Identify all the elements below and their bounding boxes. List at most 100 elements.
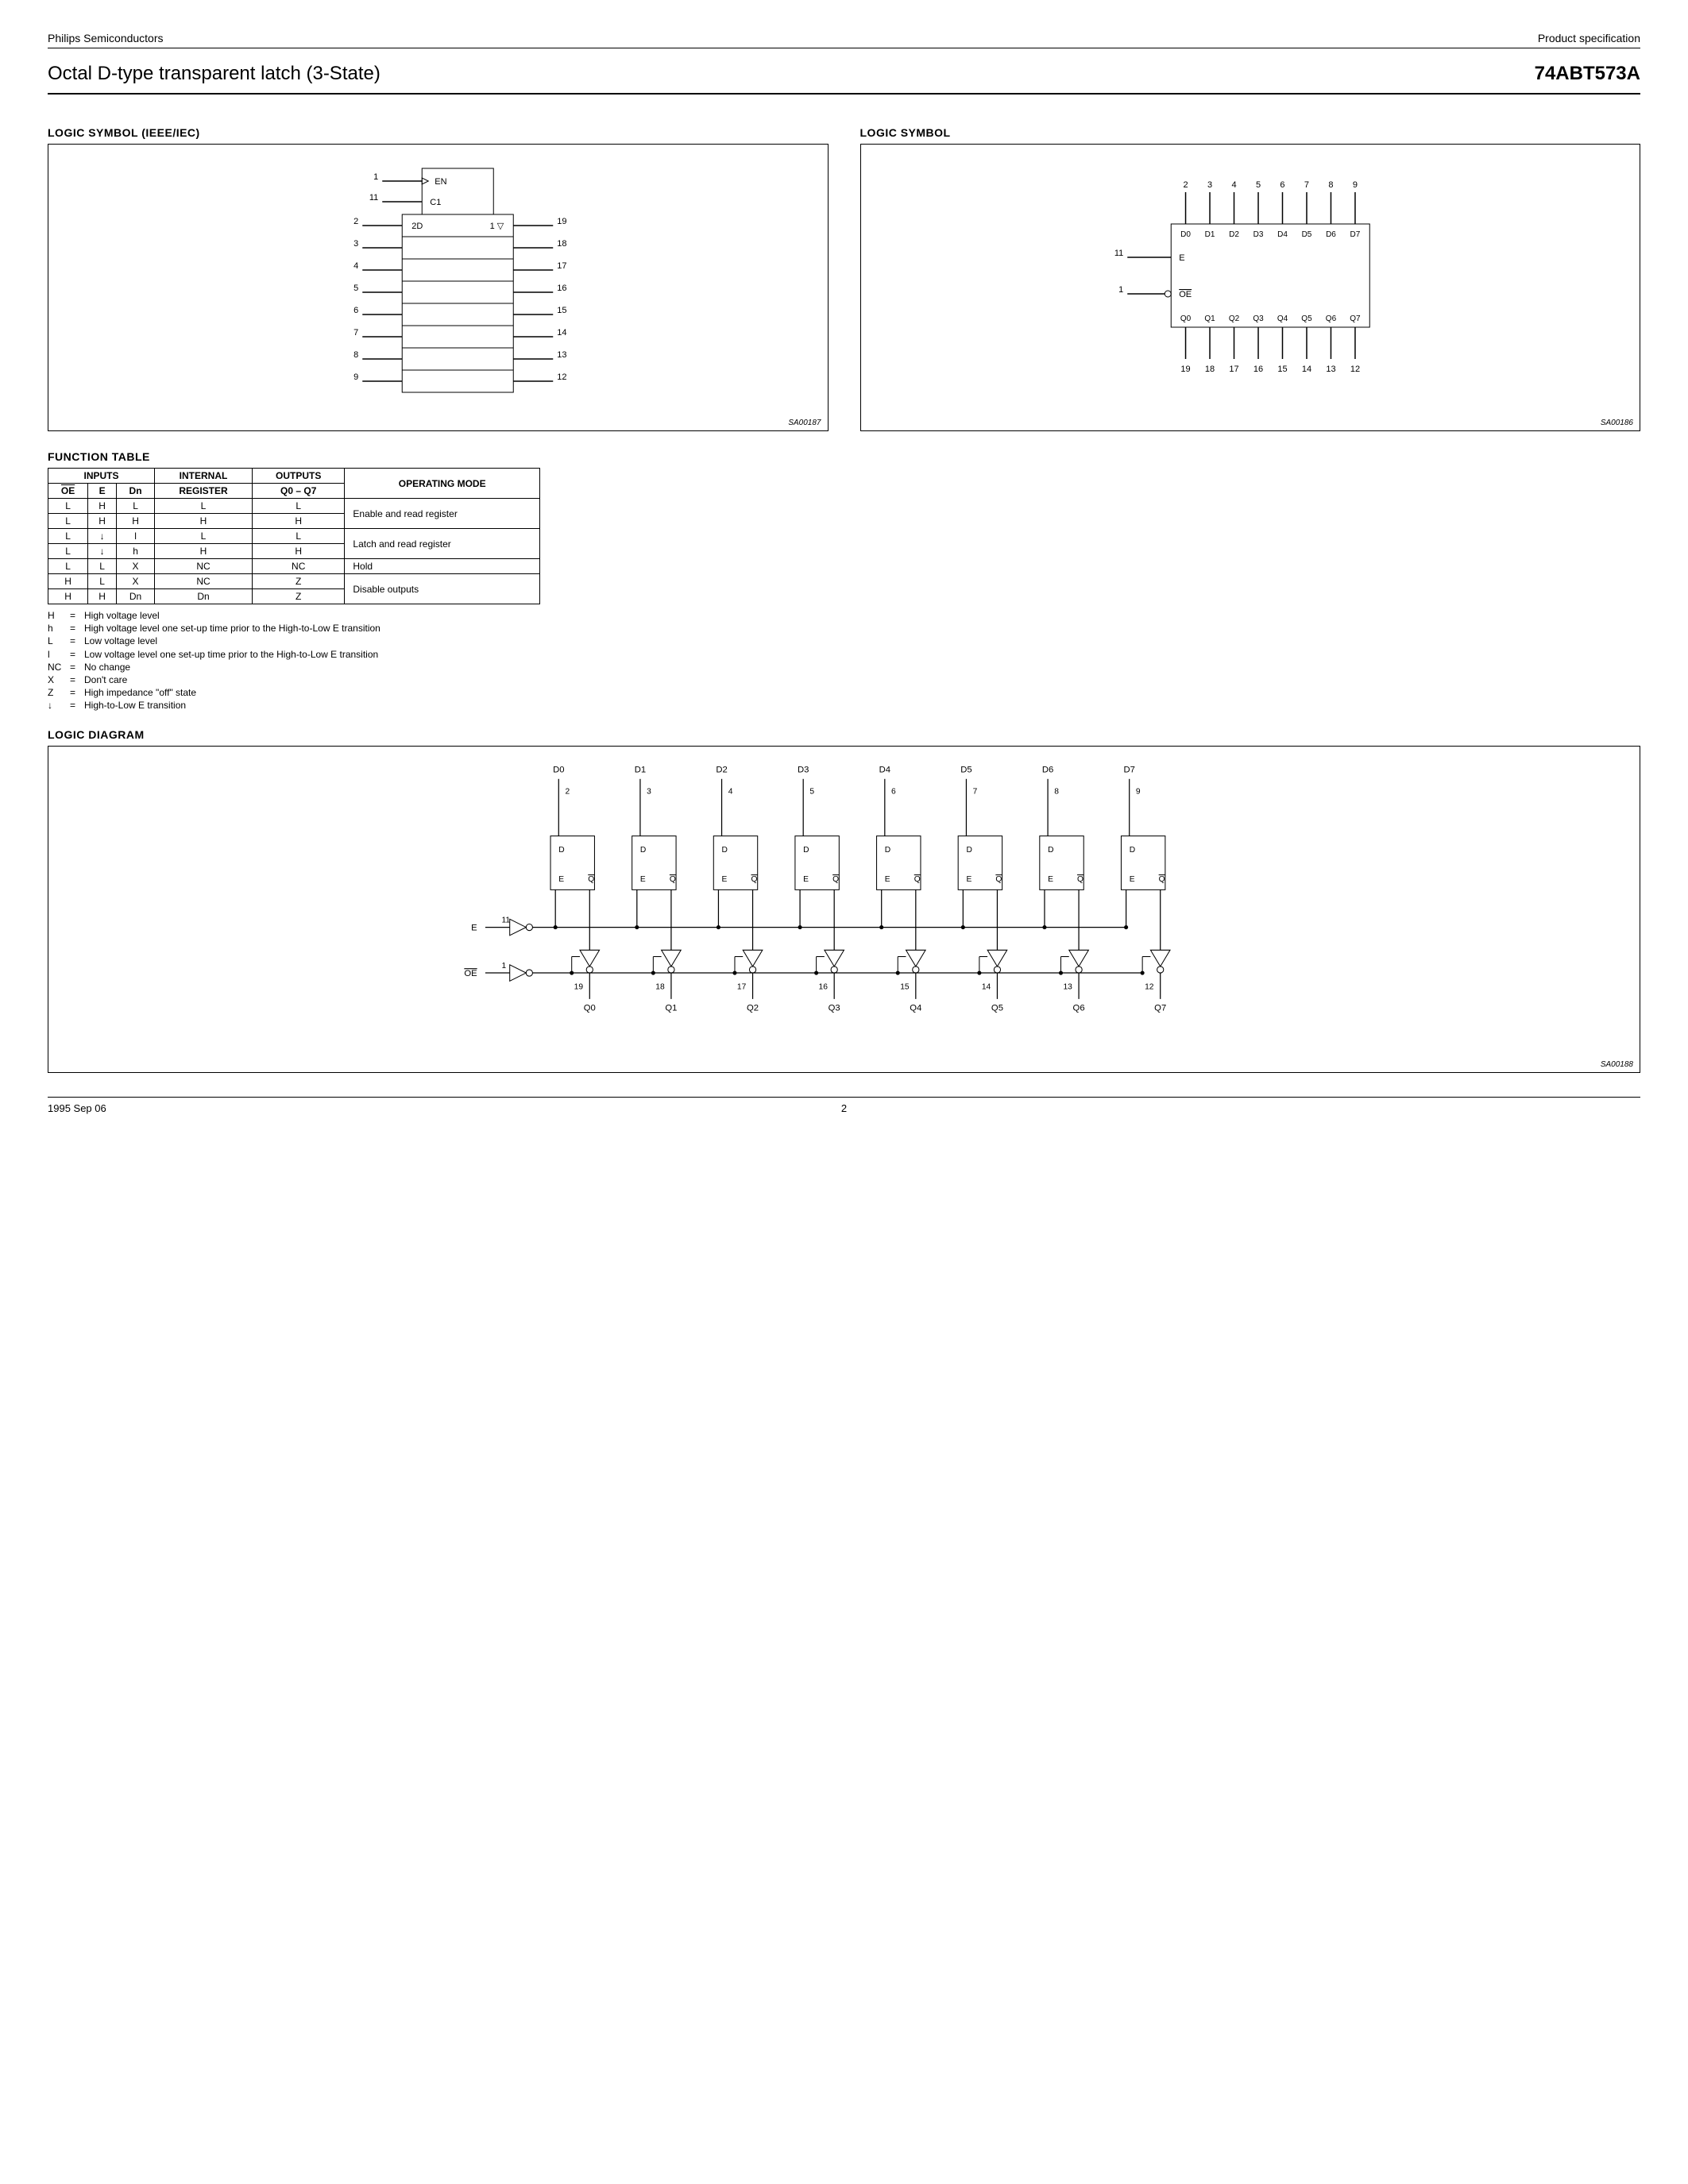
svg-text:Q7: Q7 [1350, 314, 1361, 323]
svg-text:19: 19 [1180, 365, 1190, 374]
svg-text:EN: EN [435, 177, 446, 187]
svg-text:3: 3 [1207, 180, 1211, 190]
svg-text:16: 16 [557, 284, 566, 293]
logic-diagram-box: D02DEQ19Q0D13DEQ18Q1D24DEQ17Q2D35DEQ16Q3… [48, 746, 1640, 1073]
svg-text:17: 17 [557, 261, 566, 271]
svg-text:D1: D1 [1204, 230, 1215, 239]
logic-diagram-svg: D02DEQ19Q0D13DEQ18Q1D24DEQ17Q2D35DEQ16Q3… [56, 754, 1632, 1064]
svg-text:D2: D2 [716, 765, 727, 774]
function-table: INPUTSINTERNALOUTPUTSOPERATING MODEOEEDn… [48, 468, 540, 604]
logic-diag-code: SA00188 [1601, 1060, 1633, 1069]
footer-page: 2 [841, 1102, 847, 1114]
svg-text:13: 13 [1063, 982, 1072, 991]
svg-text:11: 11 [369, 193, 378, 203]
svg-text:E: E [885, 875, 890, 884]
svg-text:8: 8 [1054, 787, 1059, 796]
logic-sym-code: SA00186 [1601, 419, 1633, 427]
svg-text:14: 14 [1301, 365, 1311, 374]
svg-text:6: 6 [891, 787, 896, 796]
svg-text:E: E [966, 875, 971, 884]
svg-text:Q4: Q4 [1277, 314, 1288, 323]
svg-text:D5: D5 [1301, 230, 1311, 239]
svg-text:D: D [803, 846, 809, 855]
svg-text:Q4: Q4 [910, 1003, 921, 1013]
svg-text:D0: D0 [553, 765, 564, 774]
svg-text:Q0: Q0 [584, 1003, 596, 1013]
page-header: Philips Semiconductors Product specifica… [48, 32, 1640, 48]
svg-text:12: 12 [1145, 982, 1154, 991]
svg-text:18: 18 [1204, 365, 1214, 374]
svg-text:15: 15 [1277, 365, 1287, 374]
svg-text:3: 3 [353, 239, 358, 249]
svg-text:Q: Q [588, 875, 594, 884]
svg-text:2: 2 [1183, 180, 1188, 190]
svg-text:E: E [558, 875, 564, 884]
section-logic-diagram: LOGIC DIAGRAM [48, 728, 1640, 741]
svg-text:D: D [966, 846, 971, 855]
svg-text:D4: D4 [1277, 230, 1288, 239]
svg-text:E: E [640, 875, 646, 884]
svg-text:7: 7 [353, 328, 358, 338]
svg-text:5: 5 [1255, 180, 1260, 190]
logic-symbol-svg: 2D019Q03D118Q14D217Q25D316Q36D415Q47D514… [861, 145, 1640, 430]
svg-text:1 ▽: 1 ▽ [490, 222, 504, 231]
footer-date: 1995 Sep 06 [48, 1102, 106, 1114]
svg-text:D: D [885, 846, 890, 855]
svg-text:Q: Q [1077, 875, 1083, 884]
ieee-code: SA00187 [788, 419, 821, 427]
svg-text:9: 9 [1136, 787, 1141, 796]
header-right: Product specification [1538, 32, 1640, 44]
svg-text:OE: OE [464, 969, 477, 978]
svg-text:2: 2 [566, 787, 570, 796]
svg-text:13: 13 [557, 350, 566, 360]
svg-text:D6: D6 [1326, 230, 1336, 239]
svg-text:7: 7 [1304, 180, 1308, 190]
svg-text:Q: Q [1159, 875, 1165, 884]
svg-text:5: 5 [353, 284, 358, 293]
svg-text:E: E [471, 923, 477, 932]
svg-text:17: 17 [1229, 365, 1238, 374]
svg-text:13: 13 [1326, 365, 1335, 374]
svg-text:Q5: Q5 [1301, 314, 1312, 323]
svg-text:Q2: Q2 [747, 1003, 759, 1013]
title-row: Octal D-type transparent latch (3-State)… [48, 63, 1640, 95]
page-footer: 1995 Sep 06 2 [48, 1097, 1640, 1114]
svg-text:3: 3 [647, 787, 651, 796]
svg-text:11: 11 [501, 916, 510, 924]
svg-text:OE: OE [1179, 290, 1192, 299]
svg-text:8: 8 [353, 350, 358, 360]
section-logic-symbol: LOGIC SYMBOL [860, 126, 1641, 139]
svg-text:D2: D2 [1229, 230, 1239, 239]
section-logic-ieee: LOGIC SYMBOL (IEEE/IEC) [48, 126, 829, 139]
svg-text:Q6: Q6 [1073, 1003, 1085, 1013]
svg-text:Q: Q [914, 875, 921, 884]
svg-text:11: 11 [1114, 249, 1122, 258]
svg-text:Q: Q [832, 875, 839, 884]
svg-text:Q3: Q3 [829, 1003, 840, 1013]
svg-text:19: 19 [574, 982, 584, 991]
svg-text:18: 18 [557, 239, 566, 249]
svg-text:D: D [1048, 846, 1053, 855]
svg-text:Q1: Q1 [1204, 314, 1215, 323]
svg-text:Q1: Q1 [665, 1003, 677, 1013]
svg-text:D: D [640, 846, 646, 855]
svg-text:Q: Q [751, 875, 758, 884]
svg-text:7: 7 [973, 787, 978, 796]
svg-text:D1: D1 [635, 765, 646, 774]
svg-text:4: 4 [1231, 180, 1236, 190]
svg-text:D7: D7 [1350, 230, 1360, 239]
svg-text:4: 4 [353, 261, 358, 271]
svg-text:12: 12 [557, 372, 566, 382]
svg-text:Q6: Q6 [1325, 314, 1336, 323]
svg-text:D7: D7 [1124, 765, 1135, 774]
svg-text:16: 16 [1253, 365, 1262, 374]
svg-text:1: 1 [501, 961, 506, 970]
svg-text:D: D [558, 846, 564, 855]
legend: H=High voltage levelh=High voltage level… [48, 609, 1640, 712]
svg-text:D0: D0 [1180, 230, 1191, 239]
svg-text:Q: Q [995, 875, 1002, 884]
svg-text:15: 15 [557, 306, 566, 315]
svg-text:Q7: Q7 [1154, 1003, 1166, 1013]
header-left: Philips Semiconductors [48, 32, 164, 44]
section-func-table: FUNCTION TABLE [48, 450, 1640, 463]
